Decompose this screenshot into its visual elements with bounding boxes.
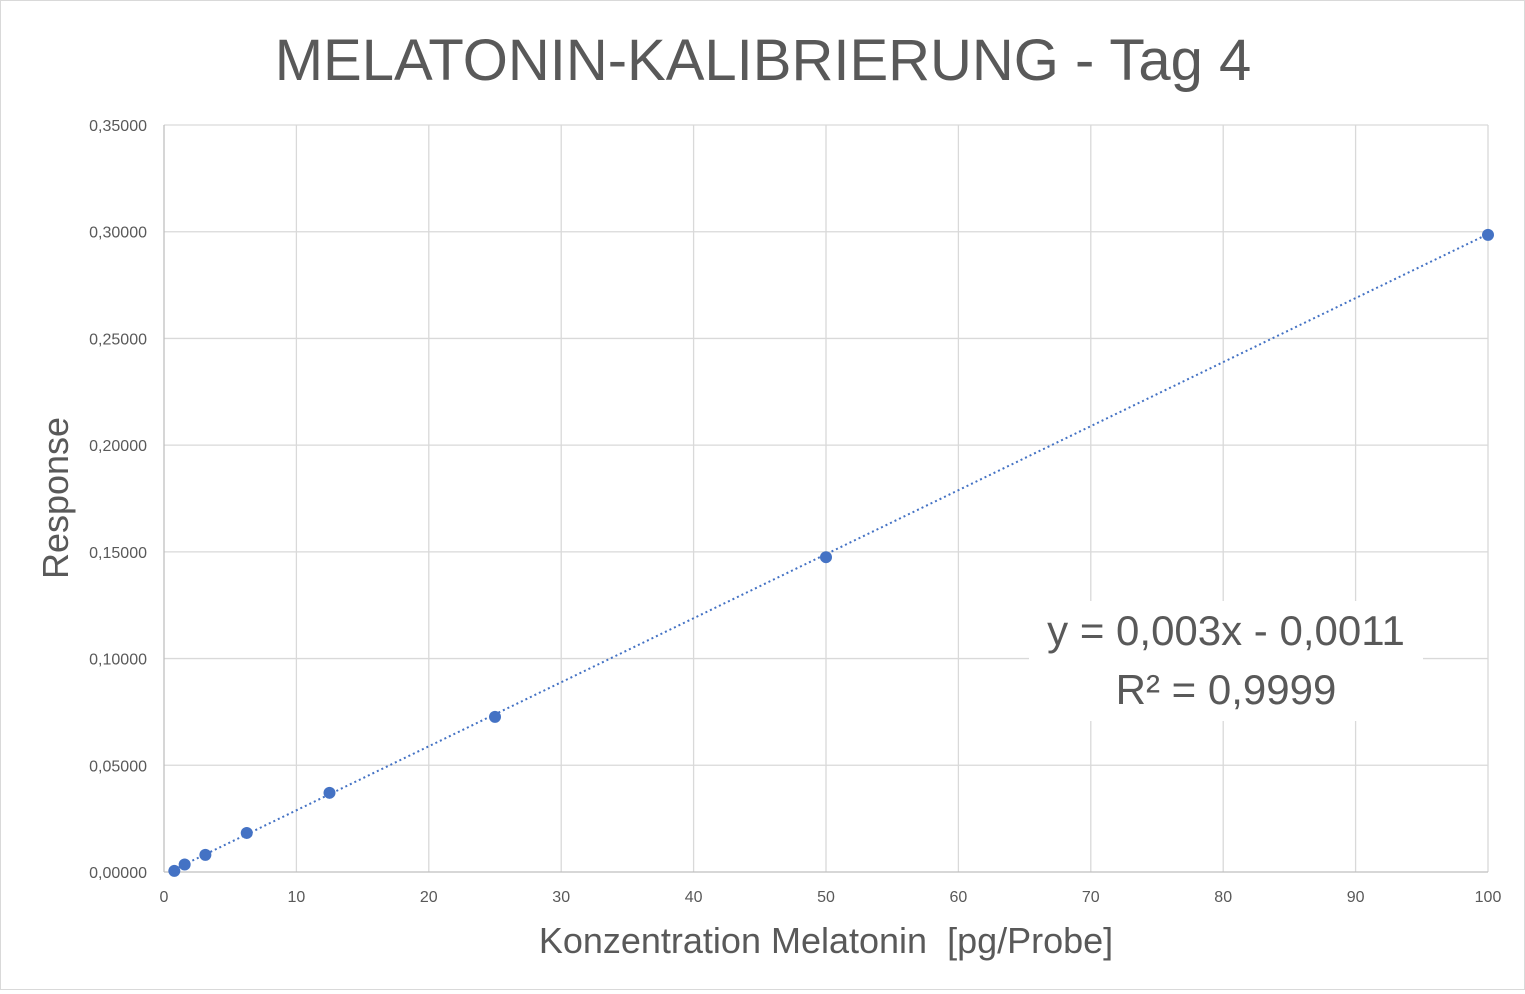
- data-point: [323, 786, 336, 799]
- x-tick-label: 30: [552, 889, 570, 906]
- y-tick-label: 0,25000: [89, 331, 147, 348]
- data-point: [1482, 228, 1494, 241]
- trendline-r-squared: R² = 0,9999: [1116, 666, 1337, 713]
- x-tick-label: 10: [288, 889, 306, 906]
- trendline: [173, 233, 1489, 871]
- y-tick-label: 0,15000: [89, 545, 147, 562]
- x-tick-label: 50: [817, 889, 835, 906]
- chart-title: MELATONIN-KALIBRIERUNG - Tag 4: [275, 28, 1252, 93]
- x-tick-label: 100: [1475, 889, 1502, 906]
- y-tick-label: 0,10000: [89, 652, 147, 669]
- x-tick-label: 70: [1082, 889, 1100, 906]
- data-points: [168, 228, 1494, 877]
- data-point: [489, 710, 501, 723]
- y-tick-label: 0,20000: [89, 438, 147, 455]
- trendline-layer: [173, 233, 1489, 871]
- gridlines: [164, 124, 1489, 872]
- x-tick-label: 60: [950, 889, 968, 906]
- equation-label-background: [1029, 601, 1423, 721]
- y-tick-label: 0,35000: [89, 118, 147, 135]
- data-point: [199, 848, 212, 861]
- y-tick-label: 0,00000: [89, 865, 147, 882]
- trendline-equation: y = 0,003x - 0,0011: [1047, 607, 1405, 654]
- x-tick-label: 20: [420, 889, 438, 906]
- x-tick-label: 90: [1347, 889, 1365, 906]
- x-tick-label: 40: [685, 889, 703, 906]
- axes: [163, 125, 1488, 873]
- x-tick-label: 0: [160, 889, 169, 906]
- x-tick-label: 80: [1214, 889, 1232, 906]
- data-point: [168, 864, 181, 877]
- y-tick-labels: 0,00000 0,05000 0,10000 0,15000 0,20000 0,250…: [89, 118, 147, 882]
- data-point: [178, 858, 191, 871]
- data-point: [820, 551, 832, 564]
- x-tick-labels: 0 10 20 30 40 50 60 70 80 90 100: [160, 889, 1502, 906]
- y-axis-title: Response: [35, 417, 76, 579]
- y-tick-label: 0,05000: [89, 758, 147, 775]
- x-axis-title: Konzentration Melatonin [pg/Probe]: [539, 920, 1113, 961]
- y-tick-label: 0,30000: [89, 225, 147, 242]
- data-point: [240, 826, 253, 839]
